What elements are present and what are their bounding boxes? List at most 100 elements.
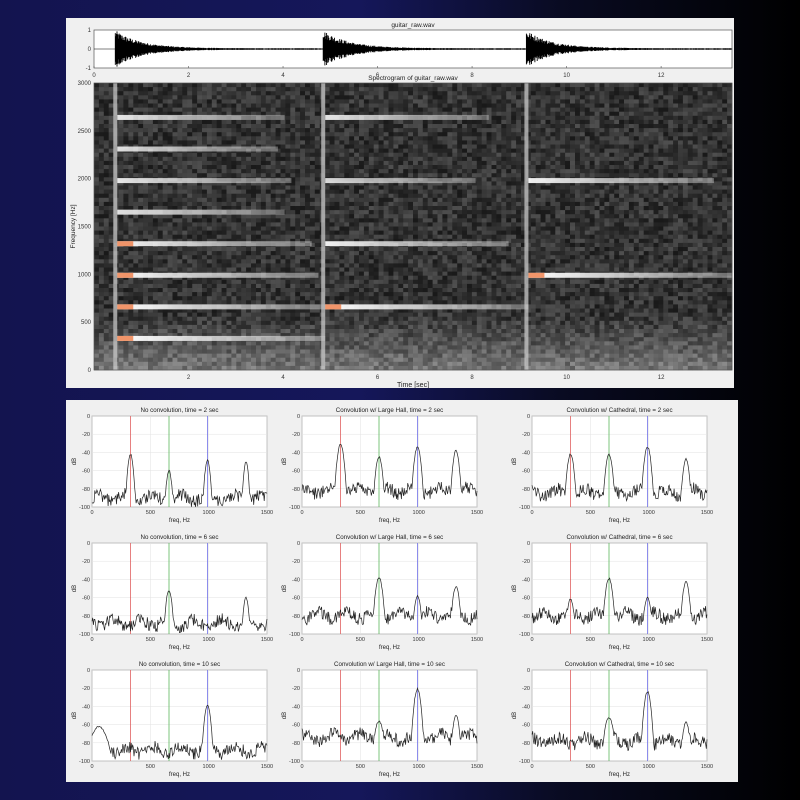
ytick-label: -40: [82, 704, 90, 710]
spectrum-subplot: 0 500 1000 1500 0 -20 -40 -60 -80 -100 Convolution…: [512, 661, 713, 778]
ytick-label: -20: [82, 432, 90, 438]
waveform-xtick-label: 8: [470, 73, 474, 79]
ytick-label: -80: [522, 741, 530, 747]
subplot-xlabel: freq, Hz: [169, 772, 190, 778]
ytick-label: 0: [527, 414, 530, 420]
xtick-label: 1000: [203, 764, 215, 770]
subplot-ylabel: dB: [282, 458, 288, 465]
xtick-label: 1500: [471, 510, 483, 516]
waveform-title: guitar_raw.wav: [391, 22, 435, 29]
harmonic-band: [117, 114, 285, 120]
spectrogram-ytick-label: 1000: [78, 272, 92, 278]
spectrogram-xtick-label: 12: [658, 375, 665, 381]
xtick-label: 1000: [643, 764, 655, 770]
waveform-xtick-label: 6: [376, 73, 380, 79]
ytick-label: -60: [292, 469, 300, 475]
spectrum-subplot: 0 500 1000 1500 0 -20 -40 -60 -80 -100 Convolution…: [282, 407, 483, 524]
spectrum-subplot: 0 500 1000 1500 0 -20 -40 -60 -80 -100 Convolution…: [282, 661, 483, 778]
ytick-label: -60: [522, 469, 530, 475]
spectrum-subplot: 0 500 1000 1500 0 -20 -40 -60 -80 -100 Convolution…: [512, 534, 713, 651]
subplot-axes-box: [91, 669, 268, 762]
ytick-label: -40: [522, 577, 530, 583]
spectrogram-ytick-label: 0: [88, 368, 92, 374]
ytick-label: 0: [87, 414, 90, 420]
top-figure-panel: 0 2 4 6 8 10 12 -1 0 1 guitar_raw.wav 2 4 6 8 10 12 0 500 1…: [66, 18, 734, 388]
subplot-xlabel: freq, Hz: [609, 518, 630, 524]
subplot-title: Convolution w/ Large Hall, time = 6 sec: [336, 534, 443, 541]
xtick-label: 1000: [203, 510, 215, 516]
ytick-label: -80: [522, 487, 530, 493]
subplot-title: Convolution w/ Cathedral, time = 2 sec: [566, 407, 672, 414]
subplot-ylabel: dB: [282, 585, 288, 592]
ytick-label: -100: [519, 632, 530, 638]
subplot-title: No convolution, time = 6 sec: [141, 534, 219, 541]
spectrogram-xtick-label: 10: [563, 375, 570, 381]
harmonic-band: [117, 178, 292, 184]
spectrum-trace: [91, 453, 268, 508]
harmonic-band: [325, 304, 529, 310]
spectrum-trace: [531, 447, 708, 503]
spectrum-subplot: 0 500 1000 1500 0 -20 -40 -60 -80 -100 Convolution…: [512, 407, 713, 524]
subplot-axes-box: [301, 669, 478, 762]
subplot-xlabel: freq, Hz: [609, 772, 630, 778]
ytick-label: -60: [82, 469, 90, 475]
spectrogram-xlabel: Time [sec]: [397, 382, 429, 388]
note-onset-streak: [321, 83, 326, 370]
xtick-label: 0: [530, 637, 533, 643]
spectrogram-noise-layer: [94, 83, 733, 371]
note-onset-streak: [524, 83, 529, 370]
spectrum-subplot: 0 500 1000 1500 0 -20 -40 -60 -80 -100 Convolution…: [282, 534, 483, 651]
subplot-ylabel: dB: [72, 712, 78, 719]
xtick-label: 0: [530, 764, 533, 770]
xtick-label: 0: [300, 637, 303, 643]
harmonic-hot-onset: [325, 304, 342, 310]
harmonic-band: [117, 272, 319, 278]
subplot-xlabel: freq, Hz: [609, 645, 630, 651]
xtick-label: 1500: [471, 637, 483, 643]
ytick-label: 0: [527, 541, 530, 547]
waveform-xtick-label: 0: [92, 73, 96, 79]
harmonic-band: [117, 335, 326, 341]
subplot-ylabel: dB: [512, 712, 518, 719]
ytick-label: -100: [79, 505, 90, 511]
harmonic-band: [117, 241, 312, 247]
subplot-xlabel: freq, Hz: [379, 772, 400, 778]
xtick-label: 1000: [643, 510, 655, 516]
harmonic-hot-onset: [117, 304, 134, 310]
ytick-label: -80: [292, 487, 300, 493]
harmonic-band: [325, 241, 509, 247]
spectrogram-ytick-label: 1500: [78, 225, 92, 231]
xtick-label: 500: [356, 510, 365, 516]
spectrogram-xtick-label: 6: [376, 375, 380, 381]
xtick-label: 1000: [643, 637, 655, 643]
ytick-label: 0: [297, 414, 300, 420]
xtick-label: 1500: [261, 637, 273, 643]
ytick-label: -80: [292, 614, 300, 620]
xtick-label: 1500: [701, 637, 713, 643]
spectrogram-frame: [93, 82, 733, 371]
harmonic-band: [117, 146, 278, 152]
subplot-axes-box: [91, 415, 268, 508]
harmonic-hot-onset: [117, 272, 134, 278]
xtick-label: 0: [90, 764, 93, 770]
spectrum-trace: [91, 704, 268, 760]
waveform-trace: [114, 31, 733, 67]
spectrogram-ytick-label: 2500: [78, 129, 92, 135]
subplot-title: Convolution w/ Large Hall, time = 10 sec: [334, 661, 445, 668]
ytick-label: -20: [522, 559, 530, 565]
waveform-xtick-label: 2: [187, 73, 191, 79]
xtick-label: 500: [586, 764, 595, 770]
ytick-label: 0: [87, 541, 90, 547]
ytick-label: -80: [292, 741, 300, 747]
subplot-xlabel: freq, Hz: [169, 518, 190, 524]
ytick-label: -40: [292, 450, 300, 456]
spectrum-trace: [301, 444, 478, 500]
subplot-ylabel: dB: [282, 712, 288, 719]
ytick-label: -80: [82, 487, 90, 493]
ytick-label: -100: [519, 505, 530, 511]
ytick-label: -100: [79, 759, 90, 765]
ytick-label: -60: [82, 723, 90, 729]
subplot-ylabel: dB: [512, 585, 518, 592]
spectrum-trace: [531, 691, 708, 751]
